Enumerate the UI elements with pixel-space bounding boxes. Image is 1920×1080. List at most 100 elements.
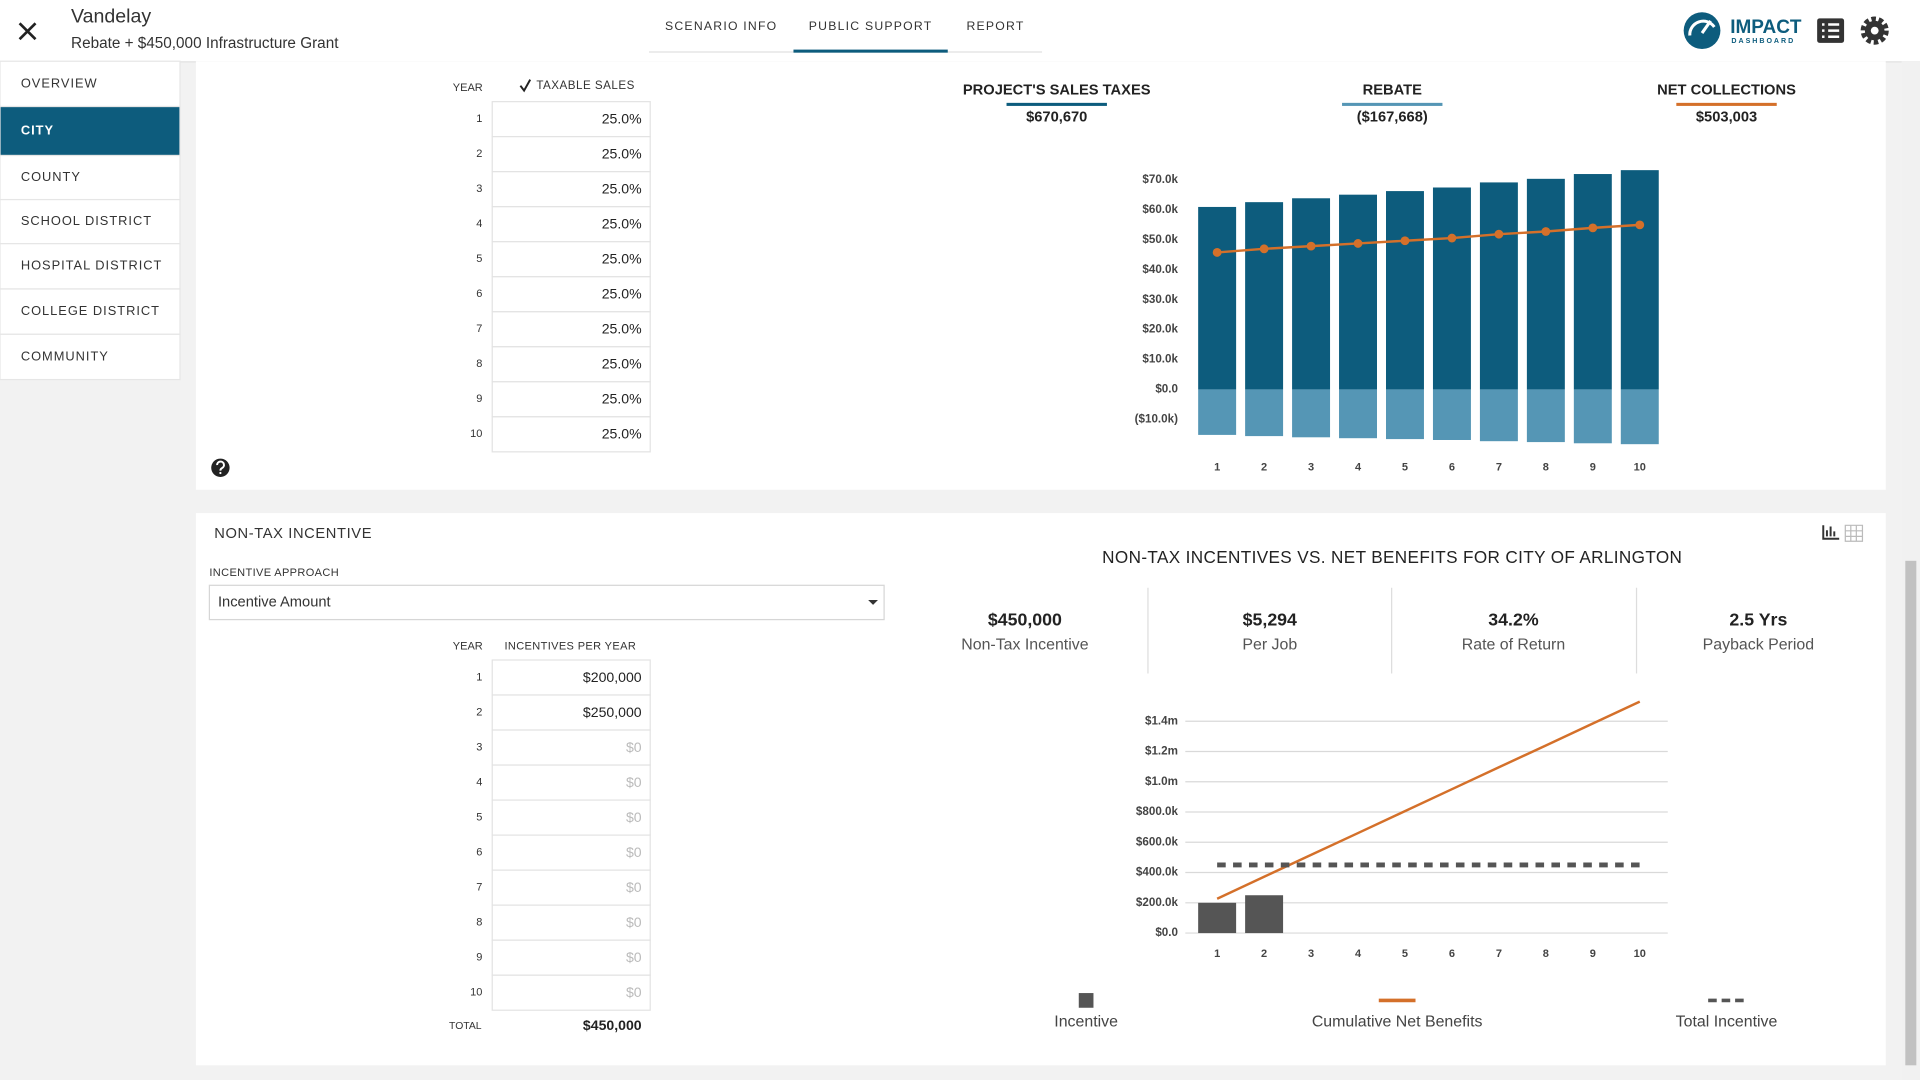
input-box[interactable]: [491, 869, 651, 906]
sidebar-label[interactable]: SCHOOL DISTRICT: [21, 213, 152, 228]
sidebar-item[interactable]: [0, 154, 181, 201]
scenario-subtitle: Rebate + $450,000 Infrastructure Grant: [71, 35, 339, 52]
input-value[interactable]: 25.0%: [602, 391, 642, 407]
checkbox-check[interactable]: [519, 79, 532, 93]
close-icon[interactable]: [18, 22, 37, 41]
gear-teeth[interactable]: [1860, 16, 1889, 45]
line: [1217, 223, 1640, 254]
year-label: 2: [476, 148, 482, 160]
input-box[interactable]: [491, 276, 651, 313]
gear-hole: [1870, 26, 1879, 35]
input-value[interactable]: $0: [626, 914, 642, 930]
metric-label: Rate of Return: [1462, 637, 1565, 654]
input-value[interactable]: $0: [626, 984, 642, 1000]
input-box[interactable]: [491, 416, 651, 453]
input-box[interactable]: [491, 834, 651, 871]
year-header: YEAR: [453, 82, 483, 94]
active-tab-indicator: [793, 49, 948, 53]
input-box[interactable]: [491, 974, 651, 1011]
year-label: 4: [476, 776, 482, 788]
bar: [1573, 389, 1612, 444]
sidebar-label[interactable]: COMMUNITY: [21, 348, 109, 363]
summary-value: ($167,668): [1357, 109, 1428, 125]
input-box[interactable]: [491, 729, 651, 766]
input-box[interactable]: [491, 311, 651, 348]
input-value[interactable]: $200,000: [583, 669, 642, 685]
tab[interactable]: REPORT: [966, 19, 1024, 33]
line-marker: [1588, 223, 1598, 233]
x-tick-label: 3: [1308, 462, 1314, 474]
input-box[interactable]: [491, 904, 651, 941]
input-value[interactable]: $0: [626, 774, 642, 790]
section-title: NON-TAX INCENTIVE: [214, 526, 372, 542]
approach-dropdown[interactable]: [208, 584, 885, 621]
legend-swatch: [1078, 993, 1094, 1008]
y-tick-label: ($10.0k): [1135, 412, 1178, 425]
line-marker: [1541, 227, 1551, 236]
tab[interactable]: PUBLIC SUPPORT: [809, 19, 933, 33]
x-tick-label: 4: [1355, 462, 1362, 474]
input-value[interactable]: $0: [626, 949, 642, 965]
input-value[interactable]: 25.0%: [602, 251, 642, 267]
sidebar-item[interactable]: [0, 60, 181, 108]
bar: [1620, 389, 1659, 445]
bar: [1479, 389, 1518, 442]
x-tick-label: 9: [1590, 462, 1596, 474]
sidebar-label[interactable]: COLLEGE DISTRICT: [21, 303, 160, 318]
sidebar-label[interactable]: HOSPITAL DISTRICT: [21, 258, 163, 273]
x-tick-label: 5: [1402, 948, 1408, 960]
x-tick-label: 5: [1402, 462, 1408, 474]
year-header: YEAR: [453, 640, 483, 652]
input-value[interactable]: $0: [626, 809, 642, 825]
sidebar-label[interactable]: CITY: [21, 122, 54, 137]
input-value[interactable]: $0: [626, 844, 642, 860]
input-box[interactable]: [491, 346, 651, 383]
input-value[interactable]: 25.0%: [602, 356, 642, 372]
header-bar: [0, 0, 1920, 62]
scrollbar-thumb[interactable]: [1905, 560, 1917, 1066]
year-label: 1: [476, 113, 482, 125]
y-tick-label: $20.0k: [1142, 323, 1178, 336]
summary-underline: [1676, 102, 1777, 106]
bar: [1245, 389, 1284, 437]
input-value[interactable]: 25.0%: [602, 145, 642, 161]
sidebar-label[interactable]: OVERVIEW: [21, 75, 98, 90]
approach-value[interactable]: Incentive Amount: [218, 594, 331, 610]
input-value[interactable]: 25.0%: [602, 426, 642, 442]
help-icon[interactable]: [211, 458, 230, 477]
input-value[interactable]: 25.0%: [602, 286, 642, 302]
y-tick-label: $1.0m: [1145, 775, 1178, 788]
chart-view-icon[interactable]: [1822, 525, 1840, 540]
input-value[interactable]: $250,000: [583, 704, 642, 720]
y-tick-label: $0.0: [1155, 926, 1178, 939]
sidebar-item[interactable]: [0, 333, 181, 381]
line-marker: [1494, 229, 1504, 239]
bar: [1573, 174, 1612, 390]
table-view-icon[interactable]: [1844, 524, 1864, 542]
year-label: 4: [476, 218, 482, 230]
input-box[interactable]: [491, 764, 651, 801]
bar: [1386, 191, 1424, 390]
input-value[interactable]: 25.0%: [602, 321, 642, 337]
y-tick-label: $200.0k: [1136, 896, 1179, 909]
bar: [1620, 170, 1659, 390]
input-box[interactable]: [491, 939, 651, 976]
sidebar-item[interactable]: [0, 243, 181, 290]
sidebar-label[interactable]: COUNTY: [21, 169, 81, 184]
tab[interactable]: SCENARIO INFO: [665, 19, 777, 33]
total-label: TOTAL: [449, 1021, 482, 1032]
input-box[interactable]: [491, 241, 651, 278]
input-value[interactable]: 25.0%: [602, 181, 642, 197]
input-box[interactable]: [491, 101, 651, 138]
y-tick-label: $70.0k: [1142, 173, 1178, 186]
x-tick-label: 9: [1590, 948, 1596, 960]
input-value[interactable]: $0: [626, 739, 642, 755]
input-value[interactable]: $0: [626, 879, 642, 895]
summary-underline: [1342, 102, 1443, 106]
input-value[interactable]: 25.0%: [602, 110, 642, 126]
bar: [1339, 389, 1377, 439]
input-value[interactable]: 25.0%: [602, 216, 642, 232]
sidebar-item[interactable]: [0, 105, 181, 157]
year-label: 5: [476, 253, 482, 265]
input-box[interactable]: [491, 381, 651, 418]
